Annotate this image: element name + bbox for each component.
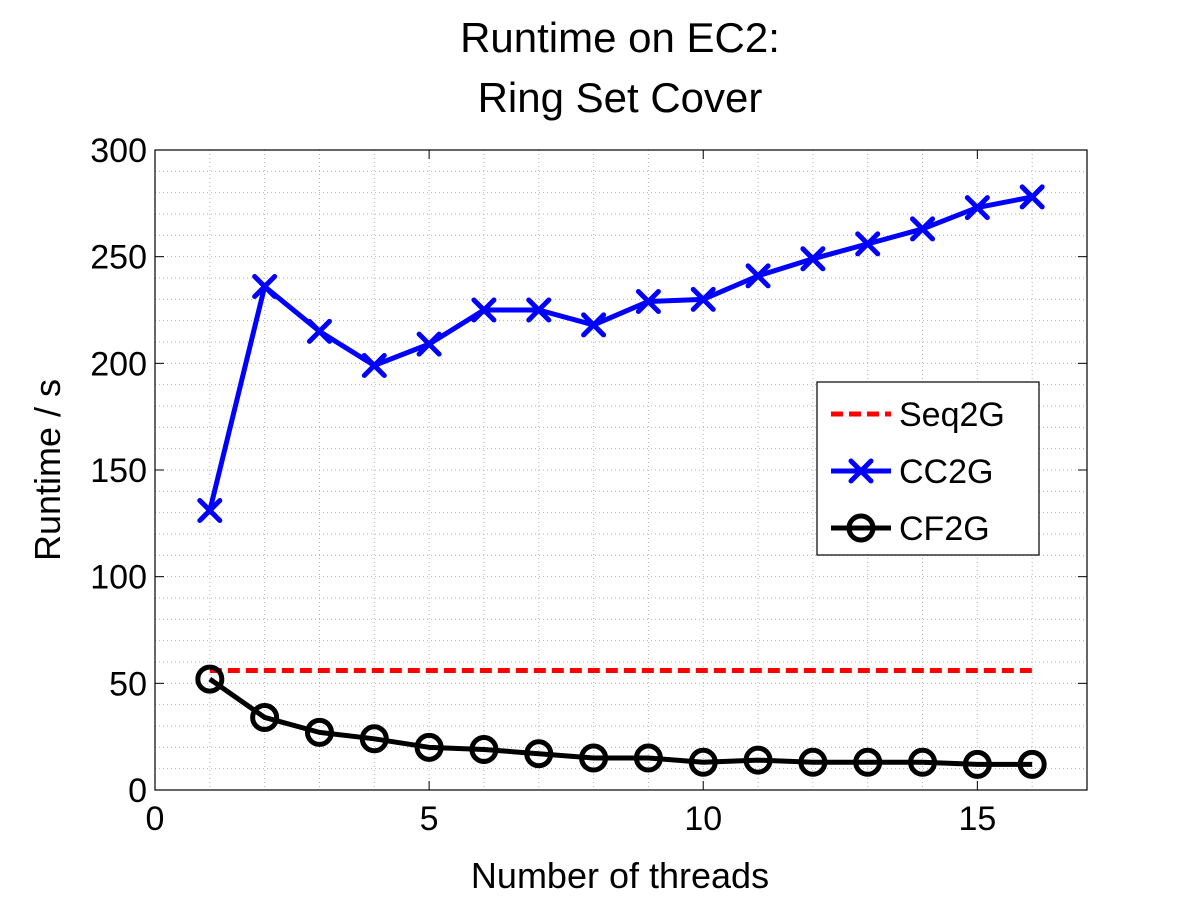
data-point-cf2g [469, 734, 499, 764]
series-line-cf2g [208, 677, 1033, 767]
data-point-cf2g [524, 739, 554, 769]
y-tick-label: 200 [90, 345, 147, 383]
data-point-cc2g [635, 288, 661, 314]
data-point-cf2g [853, 747, 883, 777]
data-point-cc2g [690, 286, 716, 312]
data-point-cc2g [197, 498, 223, 524]
data-point-cc2g [416, 331, 442, 357]
y-tick-label: 50 [109, 665, 147, 703]
data-point-cc2g [581, 312, 607, 338]
legend-item-cf2g: CF2G [831, 510, 990, 548]
data-point-cf2g [688, 747, 718, 777]
legend-marker-cc2g [848, 458, 874, 484]
y-axis-label: Runtime / s [27, 379, 68, 561]
legend-label-cf2g: CF2G [899, 510, 990, 548]
legend-item-cc2g: CC2G [831, 453, 993, 491]
chart-title-line-2: Ring Set Cover [478, 74, 763, 121]
series-layer [195, 184, 1047, 779]
data-point-cc2g [1019, 184, 1045, 210]
data-point-cf2g [250, 702, 280, 732]
series-cc2g [197, 184, 1045, 524]
data-point-cf2g [414, 732, 444, 762]
data-point-cf2g [359, 724, 389, 754]
data-point-cc2g [964, 195, 990, 221]
chart-title-line-1: Runtime on EC2: [460, 14, 780, 61]
data-point-cc2g [910, 216, 936, 242]
x-axis-label: Number of threads [471, 855, 769, 896]
y-tick-label: 250 [90, 239, 147, 277]
data-point-cc2g [306, 318, 332, 344]
legend-marker-cf2g [846, 513, 876, 543]
data-point-cf2g [633, 743, 663, 773]
y-tick-label: 300 [90, 132, 147, 170]
series-cf2g [195, 664, 1047, 779]
y-tick-label: 0 [128, 772, 147, 810]
x-tick-label: 10 [684, 800, 722, 838]
data-point-cc2g [252, 274, 278, 300]
series-line-cc2g [207, 194, 1033, 512]
data-point-cc2g [855, 231, 881, 257]
data-point-cc2g [800, 246, 826, 272]
data-point-cf2g [579, 743, 609, 773]
data-point-cf2g [798, 747, 828, 777]
data-point-cc2g [526, 297, 552, 323]
legend-label-seq2g: Seq2G [899, 396, 1005, 434]
data-point-cf2g [743, 745, 773, 775]
legend-item-seq2g: Seq2G [831, 396, 1005, 434]
data-point-cf2g [962, 749, 992, 779]
data-point-cf2g [304, 717, 334, 747]
legend-label-cc2g: CC2G [899, 453, 993, 491]
data-point-cc2g [745, 263, 771, 289]
x-tick-label: 5 [420, 800, 439, 838]
data-point-cc2g [361, 352, 387, 378]
data-point-cf2g [1017, 749, 1047, 779]
data-point-cf2g [195, 664, 225, 694]
data-point-cf2g [908, 747, 938, 777]
x-tick-label: 15 [958, 800, 996, 838]
legend: Seq2G CC2G CF2G [816, 381, 1040, 556]
y-tick-label: 150 [90, 452, 147, 490]
data-point-cc2g [471, 297, 497, 323]
y-tick-label: 100 [90, 559, 147, 597]
x-tick-label: 0 [146, 800, 165, 838]
